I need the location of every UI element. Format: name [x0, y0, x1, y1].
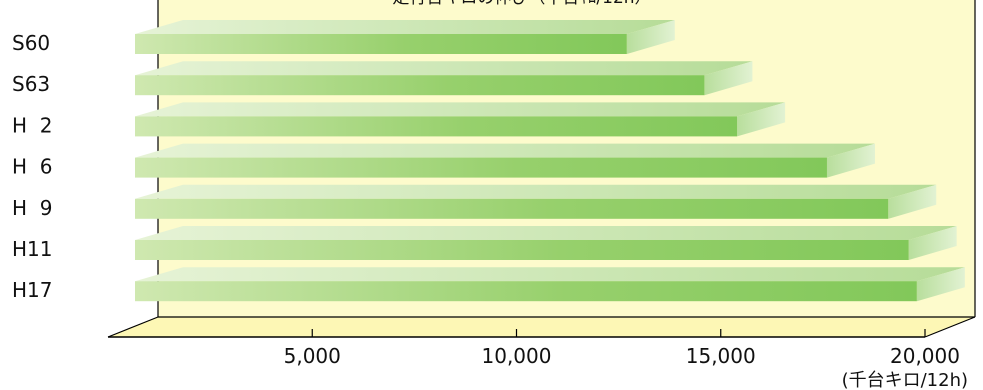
bar-front-face: [135, 281, 917, 302]
bar-front-face: [135, 75, 705, 96]
bar-top-face: [135, 61, 753, 76]
chart-title: 走行台キロの伸び（千台ｷﾛ/12h）: [392, 0, 651, 8]
category-label: S63: [12, 72, 50, 96]
bar-top-face: [135, 20, 675, 34]
bar-top-face: [135, 102, 786, 117]
x-tick-label: 20,000: [890, 344, 960, 368]
category-label: H17: [12, 278, 53, 302]
bar-front-face: [135, 198, 889, 219]
bar-end-face: [888, 184, 937, 219]
floor-left-edge: [107, 316, 159, 338]
category-label: H 9: [12, 196, 52, 220]
x-tick-label: 10,000: [482, 344, 552, 368]
bar-end-face: [826, 143, 875, 178]
category-label: H 6: [12, 155, 52, 179]
bar-front-face: [135, 240, 909, 260]
x-axis: 5,000 10,000 15,000 20,000: [108, 329, 960, 368]
category-label: H 2: [12, 113, 52, 137]
x-tick-label: 5,000: [284, 344, 341, 368]
bar-top-face: [135, 267, 965, 282]
bar-front-face: [135, 34, 627, 54]
bar-top-face: [135, 226, 957, 240]
bar-end-face: [704, 61, 753, 96]
bar-top-face: [135, 143, 875, 158]
category-labels: S60 S63 H 2 H 6 H 9 H11 H17: [12, 31, 53, 302]
bar: [135, 143, 875, 178]
bar: [135, 184, 937, 219]
bar-end-face: [908, 226, 957, 260]
bar: [135, 267, 965, 302]
bar: [135, 61, 753, 96]
bar-front-face: [135, 157, 827, 178]
bar-end-face: [916, 267, 965, 302]
bar-top-face: [135, 184, 937, 199]
floor-right-edge: [924, 316, 976, 338]
floor: [108, 317, 975, 337]
bar: [135, 226, 957, 260]
x-tick-label: 15,000: [686, 344, 756, 368]
bar-front-face: [135, 116, 738, 137]
category-label: H11: [12, 237, 53, 261]
bars-group: [135, 20, 965, 302]
bar-end-face: [737, 102, 786, 137]
x-axis-unit-label: (千台キロ/12h): [842, 370, 968, 390]
bar-end-face: [626, 20, 675, 54]
bar: [135, 102, 786, 137]
bar: [135, 20, 675, 54]
category-label: S60: [12, 31, 50, 55]
